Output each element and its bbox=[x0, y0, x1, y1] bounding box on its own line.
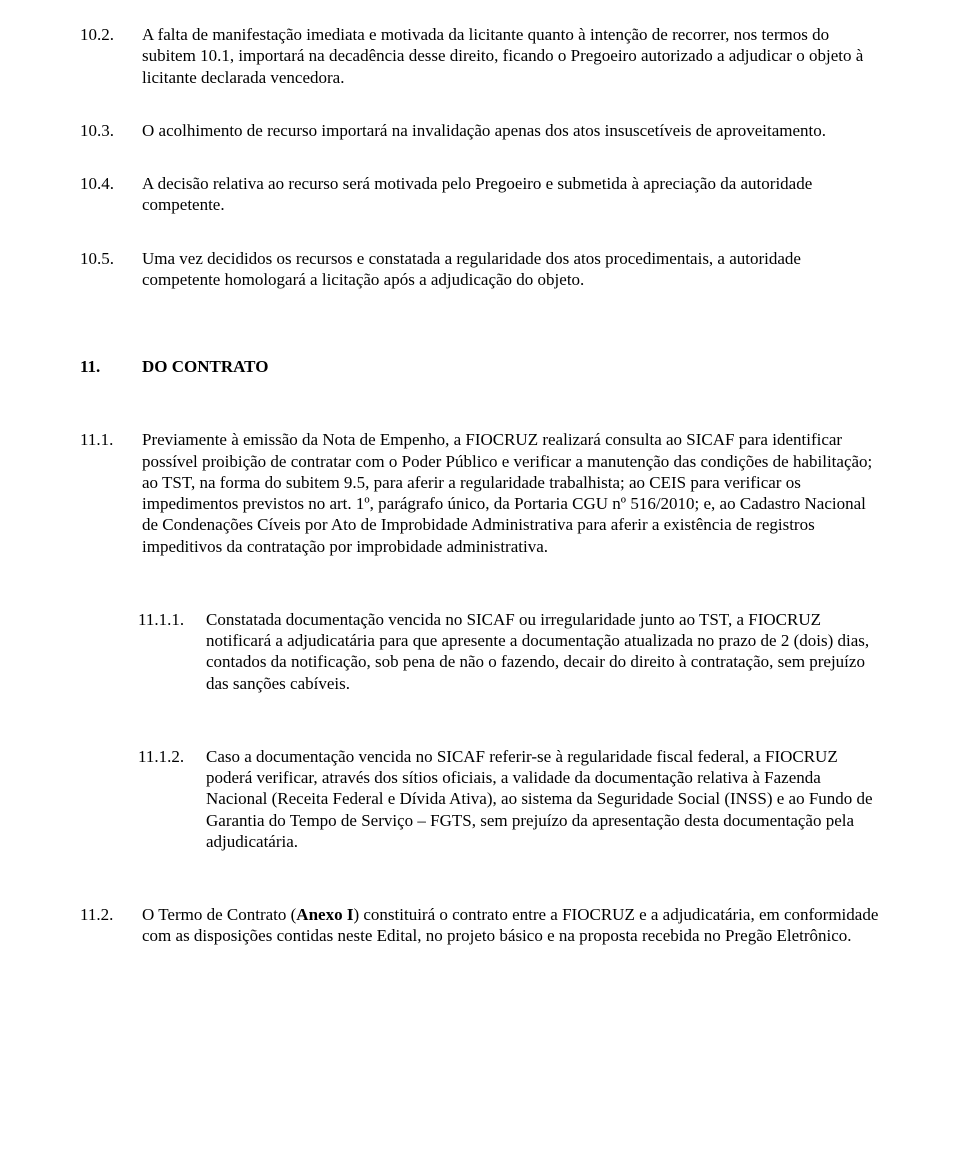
clause-11-1: 11.1. Previamente à emissão da Nota de E… bbox=[80, 429, 880, 557]
clause-number: 10.3. bbox=[80, 120, 142, 141]
clause-text: Constatada documentação vencida no SICAF… bbox=[206, 609, 880, 694]
clause-number: 11.1. bbox=[80, 429, 142, 450]
section-number: 11. bbox=[80, 356, 142, 377]
clause-10-4: 10.4. A decisão relativa ao recurso será… bbox=[80, 173, 880, 216]
clause-11-1-1: 11.1.1. Constatada documentação vencida … bbox=[138, 609, 880, 694]
section-title: DO CONTRATO bbox=[142, 356, 880, 377]
clause-text: Previamente à emissão da Nota de Empenho… bbox=[142, 429, 880, 557]
subclause-group-11-1: 11.1.1. Constatada documentação vencida … bbox=[80, 609, 880, 852]
clause-10-3: 10.3. O acolhimento de recurso importará… bbox=[80, 120, 880, 141]
clause-number: 11.1.1. bbox=[138, 609, 206, 630]
clause-text: O acolhimento de recurso importará na in… bbox=[142, 120, 880, 141]
clause-text: A falta de manifestação imediata e motiv… bbox=[142, 24, 880, 88]
section-11-heading: 11. DO CONTRATO bbox=[80, 356, 880, 377]
clause-number: 10.5. bbox=[80, 248, 142, 269]
clause-number: 11.1.2. bbox=[138, 746, 206, 767]
clause-text-pre: O Termo de Contrato ( bbox=[142, 905, 296, 924]
document-page: 10.2. A falta de manifestação imediata e… bbox=[0, 0, 960, 1160]
clause-10-2: 10.2. A falta de manifestação imediata e… bbox=[80, 24, 880, 88]
clause-text: O Termo de Contrato (Anexo I) constituir… bbox=[142, 904, 880, 947]
clause-number: 10.2. bbox=[80, 24, 142, 45]
clause-11-1-2: 11.1.2. Caso a documentação vencida no S… bbox=[138, 746, 880, 852]
clause-text: Uma vez decididos os recursos e constata… bbox=[142, 248, 880, 291]
clause-11-2: 11.2. O Termo de Contrato (Anexo I) cons… bbox=[80, 904, 880, 947]
clause-text-bold: Anexo I bbox=[296, 905, 353, 924]
clause-text: Caso a documentação vencida no SICAF ref… bbox=[206, 746, 880, 852]
clause-number: 10.4. bbox=[80, 173, 142, 194]
clause-number: 11.2. bbox=[80, 904, 142, 925]
clause-10-5: 10.5. Uma vez decididos os recursos e co… bbox=[80, 248, 880, 291]
clause-text: A decisão relativa ao recurso será motiv… bbox=[142, 173, 880, 216]
